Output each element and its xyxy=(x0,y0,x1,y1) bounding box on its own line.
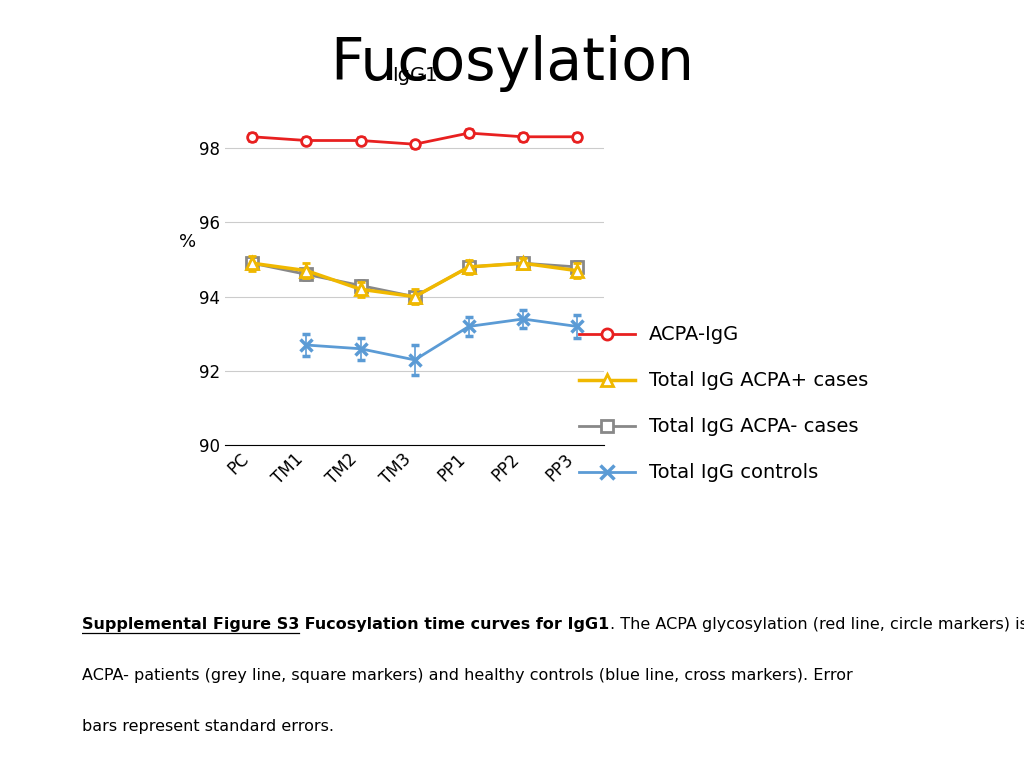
Text: Total IgG ACPA+ cases: Total IgG ACPA+ cases xyxy=(649,371,868,389)
Text: Fucosylation time curves for IgG1: Fucosylation time curves for IgG1 xyxy=(299,617,609,633)
Text: bars represent standard errors.: bars represent standard errors. xyxy=(82,719,334,734)
Y-axis label: %: % xyxy=(179,233,196,251)
Text: Total IgG controls: Total IgG controls xyxy=(649,463,818,482)
Text: ACPA-IgG: ACPA-IgG xyxy=(649,325,739,343)
Text: Fucosylation: Fucosylation xyxy=(330,35,694,91)
Text: Supplemental Figure S3: Supplemental Figure S3 xyxy=(82,617,299,633)
Text: ACPA- patients (grey line, square markers) and healthy controls (blue line, cros: ACPA- patients (grey line, square marker… xyxy=(82,668,853,684)
Text: Total IgG ACPA- cases: Total IgG ACPA- cases xyxy=(649,417,859,435)
Text: . The ACPA glycosylation (red line, circle markers) is depicted together with to: . The ACPA glycosylation (red line, circ… xyxy=(609,617,1024,633)
Title: IgG1: IgG1 xyxy=(392,66,437,85)
